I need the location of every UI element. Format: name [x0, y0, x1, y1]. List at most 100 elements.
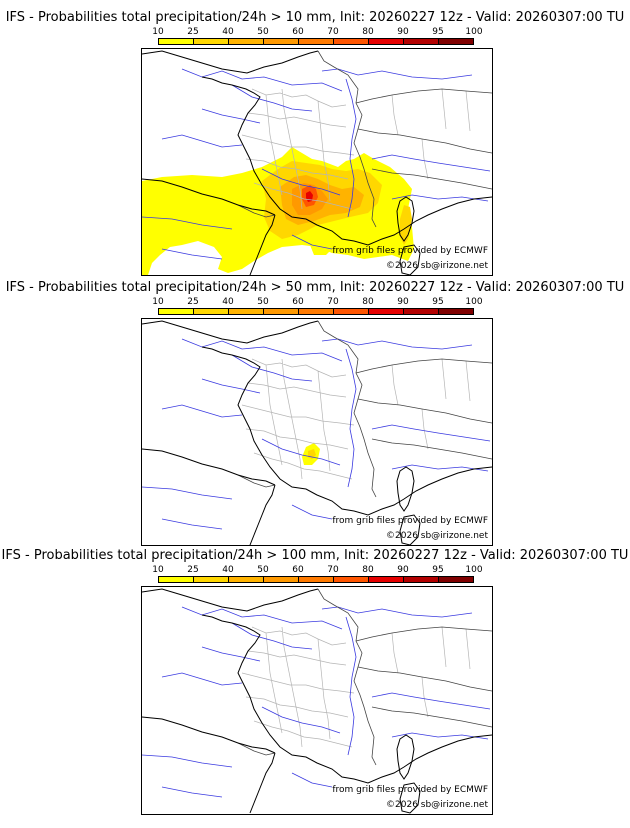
- scale-segment: [264, 309, 299, 314]
- scale-tick-90: 90: [397, 297, 409, 307]
- color-scale: 10 25 40 50 60 70 80 90 95 100: [152, 297, 483, 317]
- panel-title: IFS - Probabilities total precipitation/…: [5, 280, 625, 295]
- credit-copyright: ©2026 sb@irizone.net: [386, 531, 488, 541]
- rivers: [142, 338, 491, 530]
- corsica-outline: [396, 196, 415, 242]
- scale-bar: [158, 576, 474, 583]
- precip-area: [400, 205, 412, 245]
- scale-tick-70: 70: [327, 27, 339, 37]
- scale-tick-70: 70: [327, 565, 339, 575]
- scale-segment: [439, 577, 473, 582]
- scale-segment: [369, 39, 404, 44]
- panel-10mm: IFS - Probabilities total precipitation/…: [0, 10, 630, 280]
- scale-tick-95: 95: [432, 565, 444, 575]
- scale-tick-10: 10: [152, 297, 164, 307]
- scale-tick-40: 40: [222, 565, 234, 575]
- scale-segment: [159, 39, 194, 44]
- scale-segment: [439, 309, 473, 314]
- scale-tick-95: 95: [432, 27, 444, 37]
- scale-tick-70: 70: [327, 297, 339, 307]
- credit-copyright: ©2026 sb@irizone.net: [386, 261, 488, 271]
- sardinia-outline: [399, 244, 421, 275]
- scale-tick-95: 95: [432, 297, 444, 307]
- scale-segment: [334, 309, 369, 314]
- scale-tick-10: 10: [152, 27, 164, 37]
- scale-tick-80: 80: [362, 565, 374, 575]
- scale-tick-90: 90: [397, 27, 409, 37]
- map-canvas: [142, 320, 492, 545]
- scale-tick-60: 60: [292, 27, 304, 37]
- scale-segment: [264, 39, 299, 44]
- panel-title: IFS - Probabilities total precipitation/…: [1, 548, 629, 563]
- precip-probability-field: [302, 443, 320, 465]
- coastline: [142, 320, 492, 545]
- sardinia-outline: [399, 782, 421, 814]
- scale-bar: [158, 38, 474, 45]
- map-canvas: [142, 50, 492, 275]
- scale-segment: [194, 39, 229, 44]
- region-borders: [241, 626, 471, 748]
- color-scale: 10 25 40 50 60 70 80 90 95 100: [152, 27, 483, 47]
- scale-segment: [299, 577, 334, 582]
- scale-tick-40: 40: [222, 27, 234, 37]
- region-borders: [241, 88, 471, 210]
- scale-segment: [264, 577, 299, 582]
- credit-source: from grib files provided by ECMWF: [332, 516, 488, 526]
- map-10mm: from grib files provided by ECMWF ©2026 …: [141, 48, 493, 276]
- scale-segment: [194, 309, 229, 314]
- panel-100mm: IFS - Probabilities total precipitation/…: [0, 548, 630, 820]
- scale-segment: [159, 577, 194, 582]
- scale-bar: [158, 308, 474, 315]
- scale-tick-100: 100: [465, 27, 483, 37]
- scale-segment: [404, 39, 439, 44]
- country-borders: [237, 588, 492, 766]
- scale-tick-50: 50: [257, 27, 269, 37]
- color-scale: 10 25 40 50 60 70 80 90 95 100: [152, 565, 483, 585]
- map-100mm: from grib files provided by ECMWF ©2026 …: [141, 586, 493, 815]
- scale-tick-90: 90: [397, 565, 409, 575]
- scale-tick-25: 25: [187, 27, 199, 37]
- scale-tick-60: 60: [292, 565, 304, 575]
- map-canvas: [142, 588, 492, 814]
- region-borders: [241, 358, 471, 480]
- scale-segment: [229, 577, 264, 582]
- rivers: [142, 606, 491, 798]
- scale-segment: [369, 577, 404, 582]
- scale-segment: [439, 39, 473, 44]
- scale-tick-80: 80: [362, 297, 374, 307]
- coastline: [142, 588, 492, 814]
- scale-segment: [299, 39, 334, 44]
- scale-tick-60: 60: [292, 297, 304, 307]
- credit-source: from grib files provided by ECMWF: [332, 785, 488, 795]
- scale-tick-10: 10: [152, 565, 164, 575]
- scale-tick-40: 40: [222, 297, 234, 307]
- credit-copyright: ©2026 sb@irizone.net: [386, 800, 488, 810]
- rivers: [142, 68, 491, 260]
- scale-tick-50: 50: [257, 297, 269, 307]
- scale-segment: [229, 309, 264, 314]
- country-borders: [237, 50, 492, 228]
- scale-tick-100: 100: [465, 565, 483, 575]
- scale-segment: [334, 39, 369, 44]
- panel-title: IFS - Probabilities total precipitation/…: [5, 10, 625, 25]
- scale-tick-100: 100: [465, 297, 483, 307]
- scale-segment: [299, 309, 334, 314]
- scale-segment: [404, 309, 439, 314]
- scale-segment: [159, 309, 194, 314]
- scale-tick-80: 80: [362, 27, 374, 37]
- sardinia-outline: [399, 514, 421, 545]
- scale-segment: [229, 39, 264, 44]
- country-borders: [237, 320, 492, 498]
- corsica-outline: [396, 466, 415, 512]
- scale-tick-25: 25: [187, 565, 199, 575]
- scale-tick-50: 50: [257, 565, 269, 575]
- scale-segment: [194, 577, 229, 582]
- scale-tick-25: 25: [187, 297, 199, 307]
- panel-50mm: IFS - Probabilities total precipitation/…: [0, 280, 630, 550]
- scale-segment: [334, 577, 369, 582]
- map-50mm: from grib files provided by ECMWF ©2026 …: [141, 318, 493, 546]
- coastline: [142, 50, 492, 275]
- corsica-outline: [396, 734, 415, 780]
- scale-segment: [369, 309, 404, 314]
- credit-source: from grib files provided by ECMWF: [332, 246, 488, 256]
